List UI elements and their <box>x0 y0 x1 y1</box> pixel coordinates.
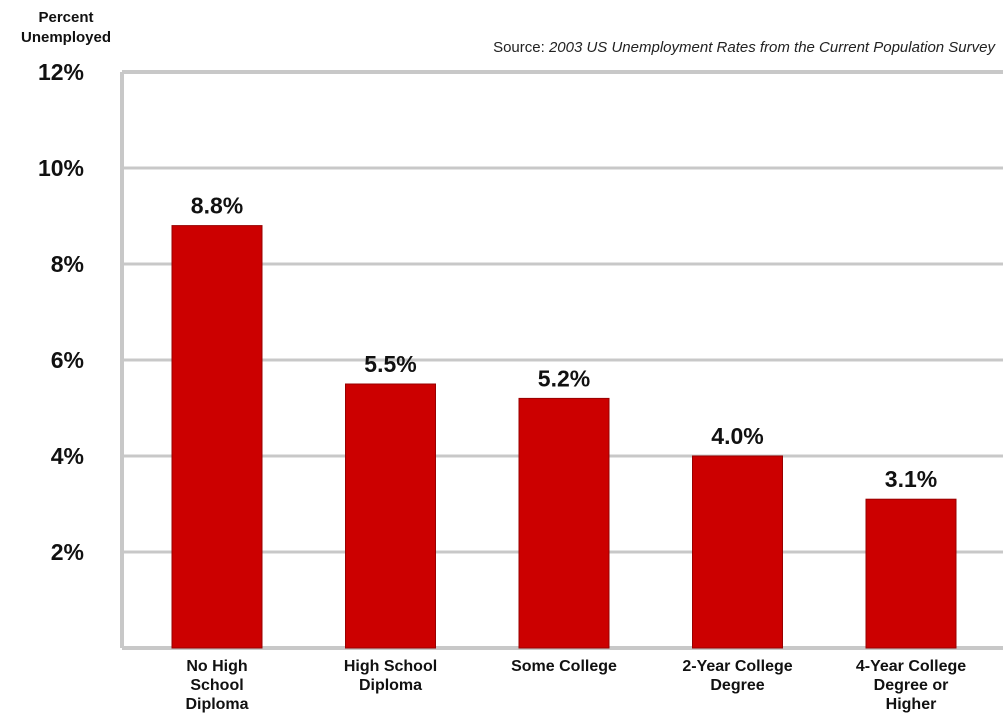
x-tick-label: High School <box>344 658 437 675</box>
bar <box>518 397 610 649</box>
y-axis-label: Percent Unemployed <box>21 9 111 46</box>
y-tick-label: 6% <box>51 347 84 373</box>
x-tick-label: 4-Year College <box>856 658 966 675</box>
y-tick-label: 4% <box>51 443 84 469</box>
chart-source-prefix: Source: <box>493 39 549 56</box>
x-tick-label: 2-Year College <box>682 658 792 675</box>
value-label: 4.0% <box>711 423 763 449</box>
value-label: 3.1% <box>885 466 937 492</box>
value-labels: 8.8% 5.5% 5.2% 4.0% 3.1% <box>191 193 937 493</box>
y-tick-label: 12% <box>38 59 84 85</box>
x-tick-label: Diploma <box>185 696 248 713</box>
x-tick-label: School <box>190 677 243 694</box>
bar <box>345 383 436 649</box>
x-tick-label: Degree <box>710 677 764 694</box>
bar <box>171 225 263 649</box>
bars <box>171 225 957 649</box>
y-tick-label: 8% <box>51 251 84 277</box>
y-tick-label: 2% <box>51 539 84 565</box>
x-tick-label: Degree or <box>874 677 949 694</box>
y-tick-label: 10% <box>38 155 84 181</box>
y-tick-labels: 2% 4% 6% 8% 10% 12% <box>38 59 84 565</box>
value-label: 5.5% <box>364 351 416 377</box>
x-tick-labels: No High School Diploma High School Diploma So… <box>185 658 966 713</box>
bar <box>865 498 957 649</box>
chart-source: Source: 2003 US Unemployment Rates from … <box>493 39 996 56</box>
y-axis-label-line: Unemployed <box>21 29 111 46</box>
x-tick-label: Diploma <box>359 677 422 694</box>
x-tick-label: Some College <box>511 658 617 675</box>
y-axis-label-line: Percent <box>38 9 93 26</box>
value-label: 8.8% <box>191 193 243 219</box>
chart-source-text: 2003 US Unemployment Rates from the Curr… <box>548 39 997 56</box>
x-tick-label: No High <box>186 658 247 675</box>
value-label: 5.2% <box>538 365 590 391</box>
x-tick-label: Higher <box>886 696 937 713</box>
bar <box>692 455 783 649</box>
gridlines <box>122 166 1003 554</box>
